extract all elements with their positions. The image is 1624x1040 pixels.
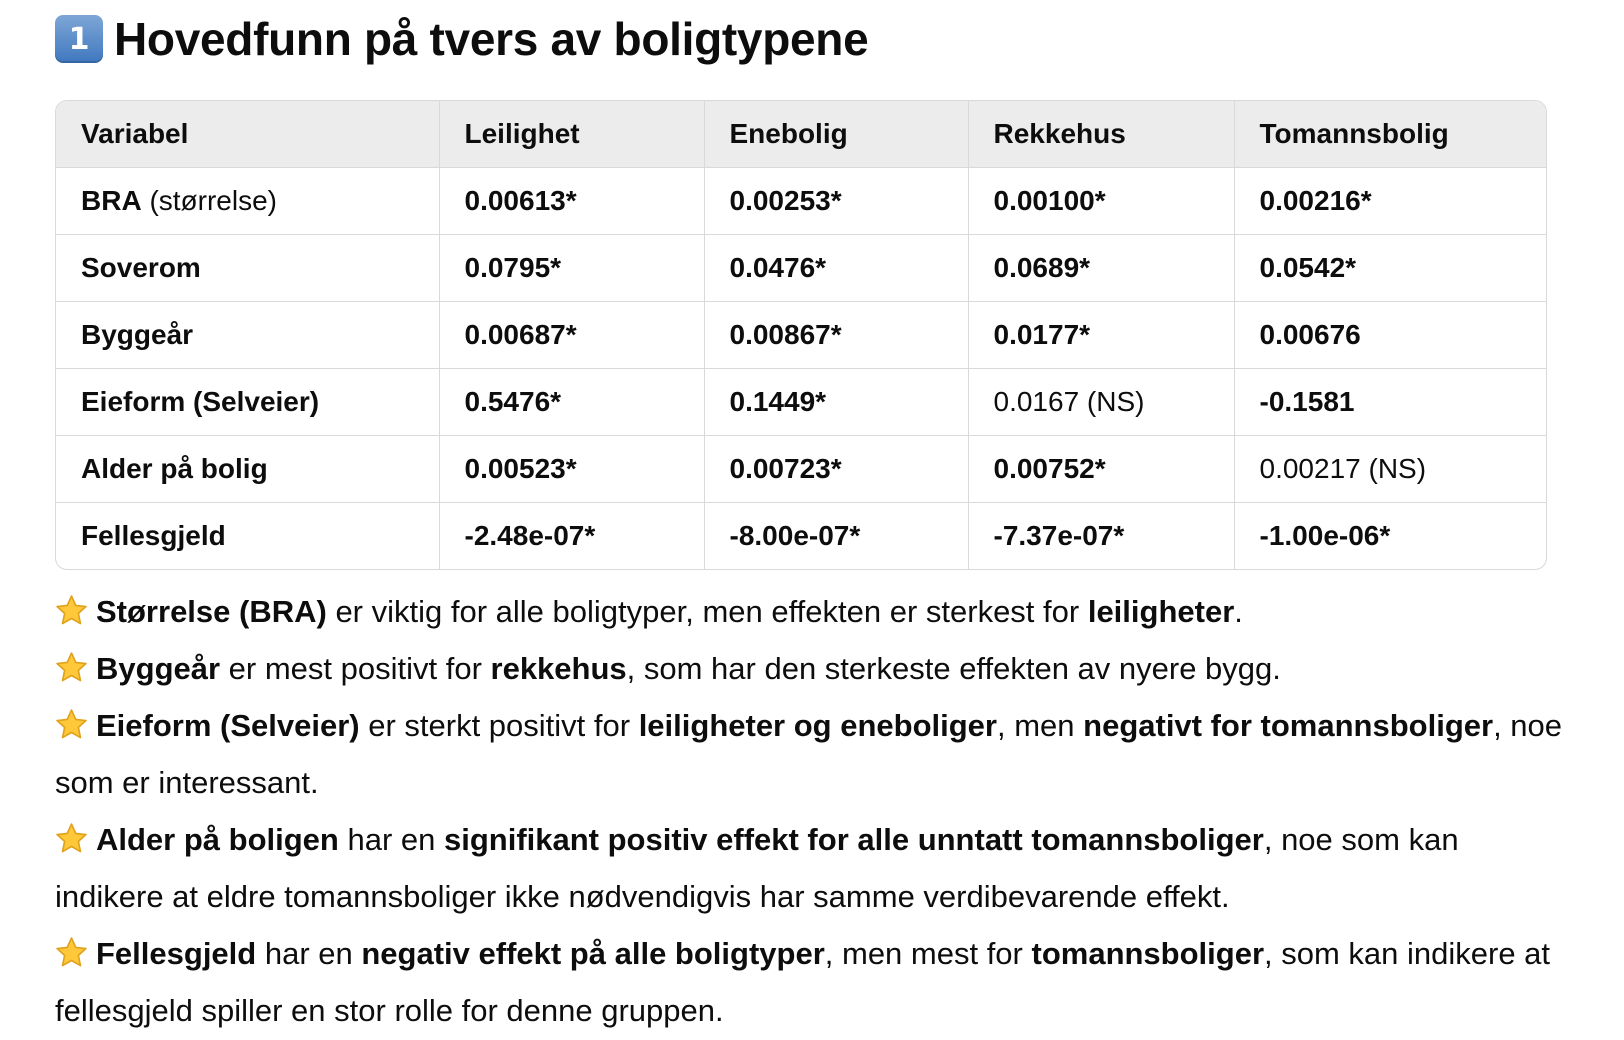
cell-value: 0.00217 (NS) [1234,435,1546,503]
finding-bold: rekkehus [490,651,627,686]
star-icon [56,595,87,625]
table-row: Alder på bolig 0.00523* 0.00723* 0.00752… [56,435,1546,503]
finding-bold: negativt for tomannsboliger [1083,708,1494,743]
finding-item: Størrelse (BRA) er viktig for alle bolig… [55,583,1575,640]
finding-bold: tomannsboliger [1031,936,1265,971]
star-icon [56,937,87,967]
finding-bold: Alder på boligen [96,822,339,857]
table-row: BRA (størrelse) 0.00613* 0.00253* 0.0010… [56,167,1546,235]
finding-item: Eieform (Selveier) er sterkt positivt fo… [55,697,1575,811]
header-enebolig: Enebolig [704,101,969,168]
heading-title: Hovedfunn på tvers av boligtypene [114,13,869,65]
table-row: Soverom 0.0795* 0.0476* 0.0689* 0.0542* [56,234,1546,302]
finding-text: har en [256,936,362,971]
finding-text: , men [996,708,1084,743]
cell-value: -7.37e-07* [968,502,1235,569]
keycap-one-icon: 1 [55,15,103,63]
finding-bold: leiligheter og eneboliger [638,708,997,743]
finding-text: , som har den sterkeste effekten av nyer… [626,651,1281,686]
cell-value: 0.0795* [439,234,705,302]
section-heading: 1 Hovedfunn på tvers av boligtypene [55,0,1575,78]
row-label: BRA (størrelse) [56,167,440,235]
star-icon [56,709,87,739]
finding-text: . [1234,594,1243,629]
table-row: Fellesgjeld -2.48e-07* -8.00e-07* -7.37e… [56,502,1546,569]
cell-value: 0.00676 [1234,301,1546,369]
finding-text: har en [338,822,444,857]
cell-value: 0.00253* [704,167,969,235]
findings-list: Størrelse (BRA) er viktig for alle bolig… [55,583,1575,1039]
row-label-suffix: (størrelse) [141,185,277,216]
cell-value: 0.00723* [704,435,969,503]
table-row: Eieform (Selveier) 0.5476* 0.1449* 0.016… [56,368,1546,436]
cell-value: 0.0177* [968,301,1235,369]
cell-value: 0.00752* [968,435,1235,503]
finding-bold: Fellesgjeld [96,936,257,971]
row-label: Eieform (Selveier) [56,368,440,436]
cell-value: 0.0476* [704,234,969,302]
row-label: Fellesgjeld [56,502,440,569]
cell-value: 0.00687* [439,301,705,369]
document: 1 Hovedfunn på tvers av boligtypene Vari… [55,0,1575,1039]
cell-value: 0.00216* [1234,167,1546,235]
finding-text: er viktig for alle boligtyper, men effek… [326,594,1088,629]
table-row: Byggeår 0.00687* 0.00867* 0.0177* 0.0067… [56,301,1546,369]
finding-bold: leiligheter [1087,594,1235,629]
cell-value: -8.00e-07* [704,502,969,569]
cell-value: 0.00523* [439,435,705,503]
finding-bold: Størrelse (BRA) [96,594,327,629]
finding-bold: signifikant positiv effekt for alle unnt… [443,822,1264,857]
cell-value: 0.00100* [968,167,1235,235]
star-icon [56,823,87,853]
cell-value: 0.5476* [439,368,705,436]
table-header-row: Variabel Leilighet Enebolig Rekkehus Tom… [56,101,1546,168]
header-variabel: Variabel [56,101,440,168]
header-rekkehus: Rekkehus [968,101,1235,168]
header-tomannsbolig: Tomannsbolig [1234,101,1546,168]
star-icon [56,652,87,682]
results-table: Variabel Leilighet Enebolig Rekkehus Tom… [55,100,1547,570]
finding-text: , men mest for [824,936,1032,971]
cell-value: -0.1581 [1234,368,1546,436]
header-leilighet: Leilighet [439,101,705,168]
row-label: Byggeår [56,301,440,369]
cell-value: 0.0689* [968,234,1235,302]
row-label-main: BRA [81,185,142,216]
finding-item: Fellesgjeld har en negativ effekt på all… [55,925,1575,1039]
finding-text: er mest positivt for [220,651,491,686]
cell-value: 0.0167 (NS) [968,368,1235,436]
cell-value: -1.00e-06* [1259,520,1391,551]
finding-item: Alder på boligen har en signifikant posi… [55,811,1575,925]
finding-text: , noe som kan indikere at eldre tomannsb… [55,822,1459,914]
cell-value: 0.00613* [439,167,705,235]
cell-value: 0.1449* [704,368,969,436]
finding-text: er sterkt positivt for [359,708,639,743]
cell-value: 0.0542* [1234,234,1546,302]
cell-value: 0.00867* [704,301,969,369]
finding-text: , som kan indikere at fellesgjeld spille… [55,936,1551,1028]
finding-bold: Byggeår [96,651,221,686]
finding-text: , noe som er interessant. [55,708,1563,800]
finding-bold: negativ effekt på alle boligtyper [361,936,825,971]
row-label: Alder på bolig [56,435,440,503]
cell-value: -2.48e-07* [439,502,705,569]
finding-item: Byggeår er mest positivt for rekkehus, s… [55,640,1575,697]
row-label: Soverom [56,234,440,302]
finding-bold: Eieform (Selveier) [96,708,360,743]
